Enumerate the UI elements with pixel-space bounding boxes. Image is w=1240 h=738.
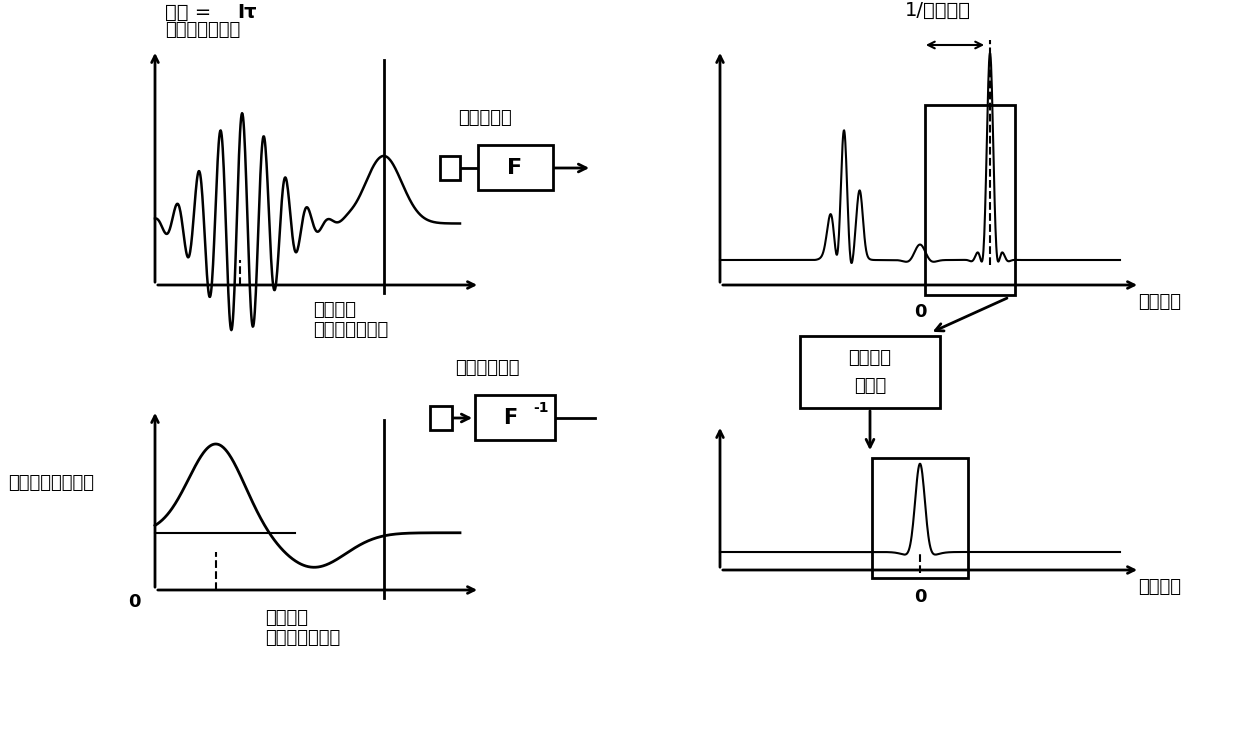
Text: -1: -1 bbox=[533, 401, 548, 415]
Text: F: F bbox=[507, 158, 522, 178]
Bar bbox=[477, 145, 553, 190]
Text: 0: 0 bbox=[914, 303, 926, 321]
Text: 傅里叶变换: 傅里叶变换 bbox=[458, 109, 512, 127]
Text: 0: 0 bbox=[914, 588, 926, 606]
Bar bbox=[872, 458, 968, 578]
Bar bbox=[800, 336, 940, 408]
Text: （摄像机像素）: （摄像机像素） bbox=[314, 321, 389, 339]
Text: （摄像机水平）: （摄像机水平） bbox=[165, 21, 241, 39]
Bar bbox=[440, 156, 460, 180]
Text: （摄像机像素）: （摄像机像素） bbox=[265, 629, 340, 647]
Text: 空间频率: 空间频率 bbox=[1138, 578, 1180, 596]
Text: 加窗以及: 加窗以及 bbox=[848, 349, 892, 367]
Text: 空间频率: 空间频率 bbox=[1138, 293, 1180, 311]
Text: 空间坐标: 空间坐标 bbox=[265, 609, 308, 627]
Bar bbox=[475, 395, 556, 440]
Text: 傅里叶逆变换: 傅里叶逆变换 bbox=[455, 359, 520, 377]
Bar bbox=[430, 406, 453, 430]
Text: 强度 =: 强度 = bbox=[165, 2, 217, 21]
Text: 1/条纹间隔: 1/条纹间隔 bbox=[904, 1, 971, 20]
Bar bbox=[925, 105, 1014, 295]
Text: Iτ: Iτ bbox=[237, 2, 257, 21]
Text: 表明条纹的可见性: 表明条纹的可见性 bbox=[7, 474, 94, 492]
Text: F: F bbox=[503, 408, 517, 428]
Text: 重定位: 重定位 bbox=[854, 377, 887, 395]
Text: 0: 0 bbox=[129, 593, 141, 611]
Text: 空间坐标: 空间坐标 bbox=[314, 301, 357, 319]
